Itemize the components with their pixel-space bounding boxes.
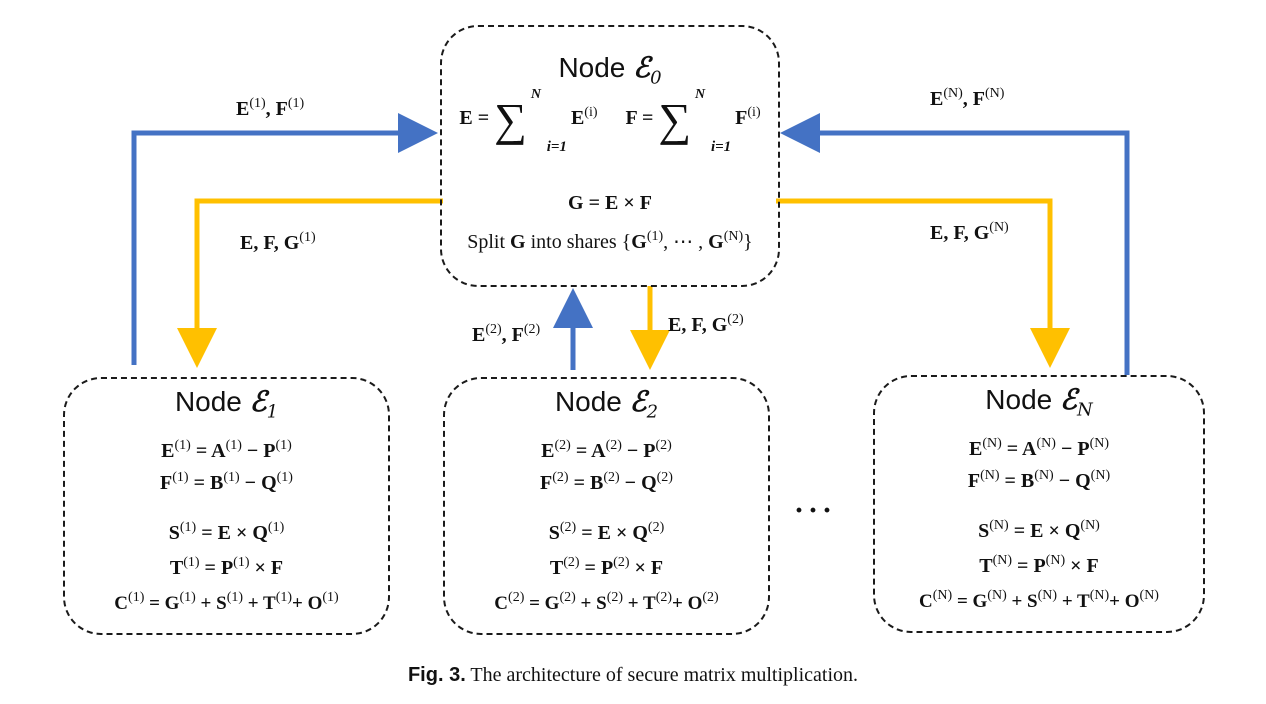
node-2-eq-f: F(2) = B(2) − Q(2)	[540, 470, 673, 494]
edge-label-up-1: E(1), F(1)	[236, 96, 305, 120]
node-1-eq-s: S(1) = E × Q(1)	[168, 520, 285, 544]
node-2-eq-s: S(2) = E × Q(2)	[548, 520, 665, 544]
sum-e-term-sup: (i)	[584, 105, 598, 121]
split-prefix: Split	[467, 231, 511, 253]
edge-label-down-n: E, F, G(N)	[930, 220, 1009, 244]
node-center-title-prefix: Node	[558, 52, 634, 83]
node-1-title-sub: 1	[266, 401, 279, 423]
split-dots: , ⋯ ,	[663, 231, 709, 253]
node-2-title-symbol: ℰ	[629, 385, 647, 418]
sum-lower-bound: i=1	[710, 139, 732, 155]
node-n-eq-c: C(N) = G(N) + S(N) + T(N)+ O(N)	[919, 588, 1159, 612]
caption-text: The architecture of secure matrix multip…	[465, 664, 859, 686]
sum-lower-bound: i=1	[546, 139, 567, 155]
node-1-eq-c: C(1) = G(1) + S(1) + T(1)+ O(1)	[114, 590, 339, 614]
node-1-eq-t: T(1) = P(1) × F	[169, 555, 284, 579]
arrow-download-node-1	[177, 198, 443, 368]
ellipsis: ···	[794, 494, 837, 527]
edge-label-up-n: E(N), F(N)	[930, 86, 1005, 110]
node-1-title: Node ℰ1	[65, 385, 388, 423]
node-n-title-symbol: ℰ	[1060, 383, 1077, 416]
sum-f-term: F	[735, 107, 748, 130]
sum-f-term-sup: (i)	[747, 105, 761, 121]
node-2-eq-t: T(2) = P(2) × F	[549, 555, 664, 579]
sum-f-left: F =	[625, 107, 659, 130]
arrow-upload-node-1	[131, 113, 438, 365]
split-gn-sup: (N)	[723, 229, 744, 244]
node-2-title: Node ℰ2	[445, 385, 768, 423]
node-n-title-sub: N	[1076, 399, 1093, 421]
node-n-eq-e: E(N) = A(N) − P(N)	[968, 436, 1110, 460]
split-gn: G	[708, 231, 724, 253]
split-mid: into shares {	[525, 231, 632, 253]
edge-label-down-1: E, F, G(1)	[240, 230, 316, 254]
sum-upper-bound: N	[695, 87, 706, 102]
split-statement: Split G into shares {G(1), ⋯ , G(N)}	[442, 229, 778, 254]
edge-label-up-2: E(2), F(2)	[472, 322, 541, 346]
sum-e-term: E	[570, 107, 585, 130]
node-center-title-sub: 0	[650, 67, 662, 89]
node-1-eq-e: E(1) = A(1) − P(1)	[161, 438, 292, 462]
node-1-eq-f: F(1) = B(1) − Q(1)	[160, 470, 293, 494]
node-1-title-symbol: ℰ	[249, 385, 267, 418]
caption-label: Fig. 3.	[407, 664, 466, 686]
node-1-title-prefix: Node	[174, 386, 250, 417]
arrow-upload-node-n	[780, 113, 1130, 375]
node-center-title-symbol: ℰ	[633, 51, 651, 84]
split-g: G	[510, 231, 526, 253]
node-1: Node ℰ1 E(1) = A(1) − P(1) F(1) = B(1) −…	[63, 377, 390, 635]
node-2: Node ℰ2 E(2) = A(2) − P(2) F(2) = B(2) −…	[443, 377, 770, 635]
node-2-title-sub: 2	[646, 401, 659, 423]
sum-upper-bound: N	[530, 87, 541, 102]
split-close: }	[743, 231, 753, 253]
node-center-title: Node ℰ0	[442, 51, 778, 89]
split-g1-sup: (1)	[646, 229, 664, 244]
figure-caption: Fig. 3. The architecture of secure matri…	[0, 664, 1266, 687]
edge-label-down-2: E, F, G(2)	[668, 312, 744, 336]
node-2-title-prefix: Node	[554, 386, 630, 417]
node-n-title: Node ℰN	[875, 383, 1203, 421]
node-2-eq-c: C(2) = G(2) + S(2) + T(2)+ O(2)	[494, 590, 719, 614]
eq-g: G = E × F	[568, 192, 652, 214]
node-n-title-prefix: Node	[985, 384, 1060, 415]
node-n-eq-f: F(N) = B(N) − Q(N)	[967, 468, 1111, 492]
node-2-eq-e: E(2) = A(2) − P(2)	[541, 438, 672, 462]
sum-e-left: E =	[459, 107, 495, 130]
node-n-eq-s: S(N) = E × Q(N)	[978, 518, 1100, 542]
node-n-eq-t: T(N) = P(N) × F	[979, 553, 1099, 577]
split-g1: G	[631, 231, 647, 253]
node-n: Node ℰN E(N) = A(N) − P(N) F(N) = B(N) −…	[873, 375, 1205, 633]
arrow-download-node-n	[776, 198, 1070, 368]
